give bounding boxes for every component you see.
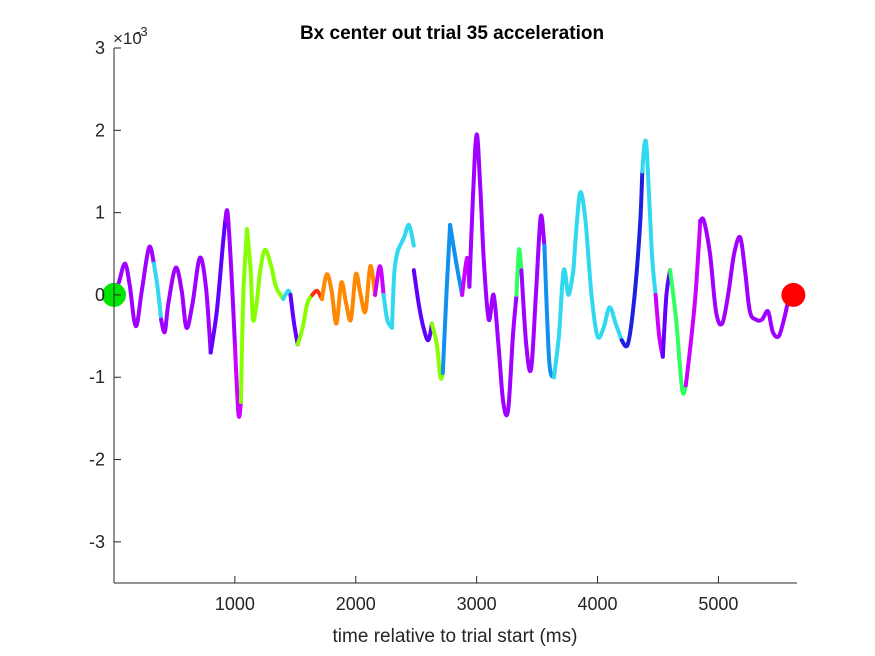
x-tick-label: 5000	[698, 594, 738, 614]
y-tick-label: -3	[89, 532, 105, 552]
y-tick-label: -1	[89, 367, 105, 387]
series-segment-6	[238, 227, 249, 404]
series-segment-13	[373, 264, 386, 297]
chart-title: Bx center out trial 35 acceleration	[300, 23, 604, 44]
y-exponent-base: ×10	[113, 29, 142, 48]
series-segment-27	[571, 190, 624, 343]
series-segment-32	[668, 268, 688, 396]
series-segment-24	[519, 213, 547, 373]
series-segment-18	[429, 321, 445, 381]
end-marker	[781, 282, 806, 307]
series-segment-1	[151, 261, 164, 322]
series-segment-12	[319, 264, 378, 326]
plot-background	[114, 48, 797, 583]
y-tick-label: 2	[95, 120, 105, 140]
series-segment-4	[223, 208, 237, 347]
series-segment-5	[232, 342, 243, 419]
series-segment-9	[288, 292, 300, 347]
series-segment-19	[440, 223, 453, 376]
series-segment-15	[390, 247, 401, 330]
x-tick-label: 3000	[457, 594, 497, 614]
series-segment-22	[467, 132, 519, 418]
series-layer	[112, 132, 796, 419]
series-segment-28	[619, 169, 645, 349]
series-segment-23	[514, 247, 524, 297]
y-tick-label: 1	[95, 203, 105, 223]
series-segment-34	[698, 216, 796, 340]
series-segment-0	[112, 244, 156, 329]
series-segment-17	[411, 268, 434, 343]
series-segment-20	[448, 223, 465, 297]
series-segment-10	[295, 292, 315, 347]
x-tick-label: 4000	[578, 594, 618, 614]
series-segment-16	[396, 222, 416, 252]
x-tick-label: 1000	[215, 594, 255, 614]
y-ticks: -3 -2 -1 0 1 2 3	[89, 38, 121, 552]
series-segment-3	[208, 218, 228, 355]
x-tick-label: 2000	[336, 594, 376, 614]
series-segment-29	[640, 138, 658, 297]
y-tick-label: -2	[89, 450, 105, 470]
x-axis-label: time relative to trial start (ms)	[333, 626, 578, 647]
y-tick-label: 0	[95, 285, 105, 305]
series-segment-33	[683, 218, 703, 388]
series-segment-26	[552, 267, 576, 380]
series-segment-7	[245, 227, 286, 323]
y-exponent-power: -3	[136, 24, 148, 39]
y-tick-label: 3	[95, 38, 105, 58]
series-segment-2	[159, 255, 213, 355]
x-ticks: 1000 2000 3000 4000 5000	[215, 576, 738, 614]
